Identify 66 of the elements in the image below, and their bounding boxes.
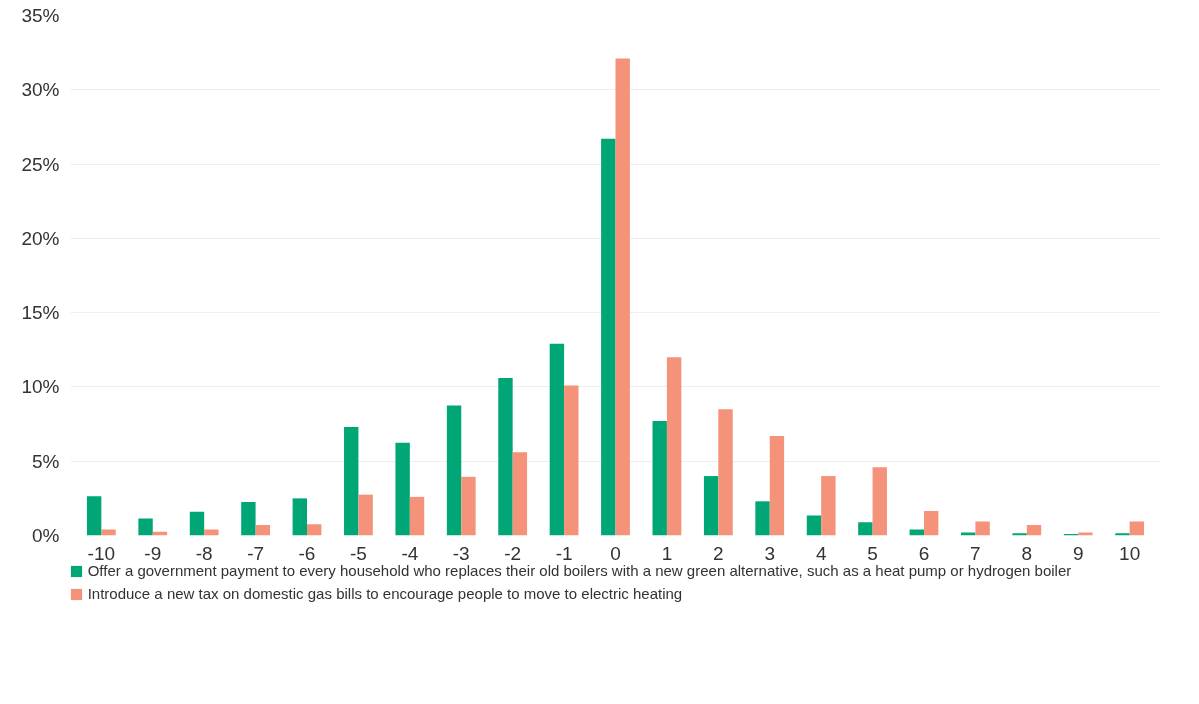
x-tick-label: 2: [713, 542, 724, 564]
x-tick-label: 3: [764, 542, 776, 564]
x-tick-label: -8: [195, 542, 213, 564]
bar: [601, 138, 616, 536]
y-tick-label: 10%: [21, 376, 60, 398]
bar: [703, 476, 719, 536]
bar: [564, 385, 579, 536]
bar: [858, 522, 873, 536]
x-tick-label: -2: [504, 542, 522, 564]
bar: [872, 467, 887, 536]
bar: [512, 452, 528, 536]
y-tick-label: 35%: [21, 5, 60, 26]
bar: [307, 524, 322, 536]
bar: [1115, 533, 1130, 536]
x-tick-label: 1: [661, 542, 673, 564]
legend-label: Offer a government payment to every household who replaces their old boilers with a new green alternative, such as a heat pump or hydrogen boiler: [87, 562, 1072, 579]
bar: [806, 515, 822, 536]
x-tick-label: -3: [452, 542, 470, 564]
x-tick-label: 7: [970, 542, 981, 564]
x-tick-label: 4: [815, 542, 827, 564]
bar: [189, 511, 205, 536]
bar: [86, 496, 102, 536]
x-tick-label: 9: [1072, 542, 1084, 564]
y-tick-label: 25%: [21, 153, 60, 175]
x-tick-label: -7: [247, 542, 265, 564]
bar: [549, 343, 565, 536]
x-tick-label: -4: [401, 542, 419, 564]
bar: [615, 58, 630, 536]
bar: [755, 501, 770, 536]
x-tick-label: -1: [555, 542, 573, 564]
y-tick-label: 15%: [21, 302, 60, 324]
y-tick-label: 5%: [32, 450, 60, 472]
bar: [409, 496, 425, 536]
bar: [358, 494, 373, 536]
x-tick-label: -6: [298, 542, 316, 564]
x-tick-label: 6: [918, 542, 930, 564]
bar: [498, 378, 513, 536]
bar: [1012, 533, 1027, 536]
bar: [446, 405, 462, 536]
x-tick-label: -9: [144, 542, 162, 564]
bar: [395, 442, 410, 536]
y-tick-label: 20%: [21, 227, 60, 249]
bar: [652, 421, 667, 536]
bar: [138, 518, 153, 536]
bar: [923, 510, 939, 536]
bar: [666, 357, 682, 536]
legend-label: Introduce a new tax on domestic gas bills to encourage people to move to electric heating: [87, 585, 683, 602]
bar: [821, 476, 836, 536]
bar: [255, 525, 270, 536]
bar: [461, 476, 476, 536]
bar: [241, 502, 256, 536]
bar: [975, 521, 990, 536]
y-tick-label: 0%: [32, 525, 60, 546]
bar: [344, 427, 359, 536]
bar: [718, 409, 733, 536]
bar: [1026, 525, 1042, 536]
x-tick-label: 8: [1021, 542, 1033, 564]
x-tick-label: -10: [87, 542, 116, 564]
bar: [292, 498, 308, 536]
x-tick-label: 10: [1119, 542, 1141, 564]
x-tick-label: 0: [610, 542, 621, 564]
y-tick-label: 30%: [21, 79, 60, 101]
x-tick-label: -5: [349, 542, 367, 564]
x-tick-label: 5: [867, 542, 878, 564]
bar: [769, 435, 785, 536]
bar: [1129, 521, 1145, 536]
